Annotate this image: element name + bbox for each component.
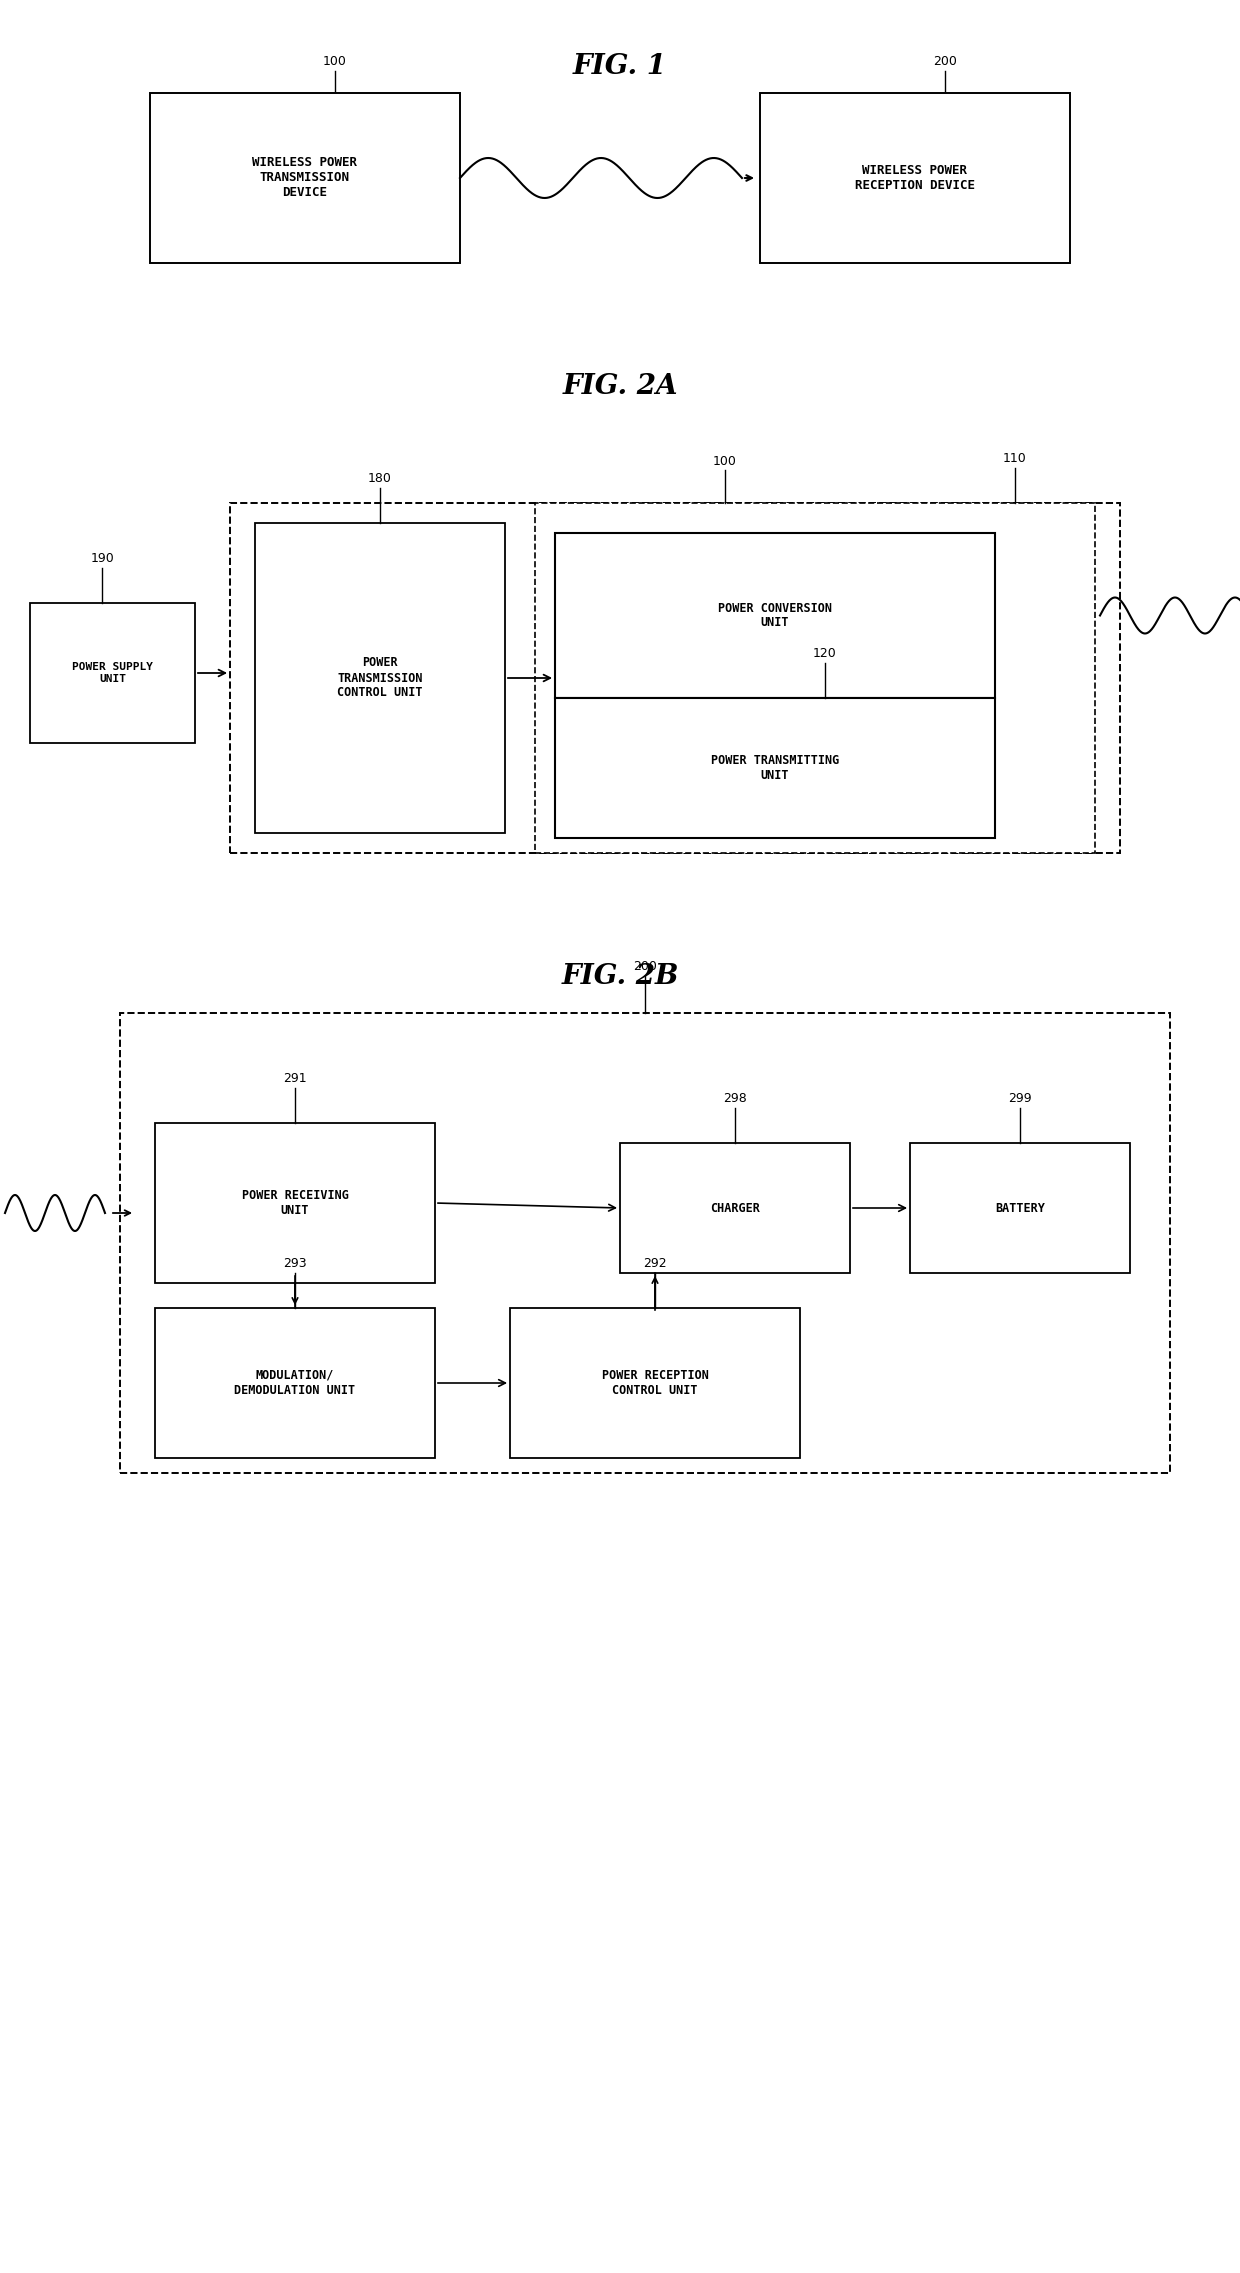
Text: FIG. 1: FIG. 1 xyxy=(573,52,667,80)
Text: WIRELESS POWER
RECEPTION DEVICE: WIRELESS POWER RECEPTION DEVICE xyxy=(856,164,975,191)
Text: POWER TRANSMITTING
UNIT: POWER TRANSMITTING UNIT xyxy=(711,755,839,782)
Text: 292: 292 xyxy=(644,1257,667,1271)
Text: POWER
TRANSMISSION
CONTROL UNIT: POWER TRANSMISSION CONTROL UNIT xyxy=(337,657,423,700)
Bar xyxy=(910,1143,1130,1273)
Text: 200: 200 xyxy=(932,55,957,68)
Text: WIRELESS POWER
TRANSMISSION
DEVICE: WIRELESS POWER TRANSMISSION DEVICE xyxy=(253,157,357,200)
Bar xyxy=(556,532,994,698)
Text: 180: 180 xyxy=(368,473,392,484)
Text: 298: 298 xyxy=(723,1091,746,1105)
Text: 293: 293 xyxy=(283,1257,306,1271)
Bar xyxy=(155,1307,435,1457)
Text: 190: 190 xyxy=(91,552,114,566)
Text: 120: 120 xyxy=(813,648,837,659)
Bar xyxy=(620,1143,849,1273)
Text: MODULATION/
DEMODULATION UNIT: MODULATION/ DEMODULATION UNIT xyxy=(234,1368,356,1398)
Text: CHARGER: CHARGER xyxy=(711,1202,760,1214)
Bar xyxy=(229,502,1120,852)
Text: 100: 100 xyxy=(713,455,737,468)
Bar xyxy=(760,93,1070,264)
Text: 299: 299 xyxy=(1008,1091,1032,1105)
Text: FIG. 2A: FIG. 2A xyxy=(562,373,678,400)
Text: FIG. 2B: FIG. 2B xyxy=(562,964,678,991)
Bar xyxy=(510,1307,800,1457)
Bar xyxy=(534,502,1095,852)
Text: BATTERY: BATTERY xyxy=(994,1202,1045,1214)
Bar xyxy=(556,698,994,839)
Text: POWER CONVERSION
UNIT: POWER CONVERSION UNIT xyxy=(718,602,832,630)
Text: POWER RECEPTION
CONTROL UNIT: POWER RECEPTION CONTROL UNIT xyxy=(601,1368,708,1398)
Bar xyxy=(150,93,460,264)
Text: 110: 110 xyxy=(1003,452,1027,466)
Text: 291: 291 xyxy=(283,1073,306,1084)
Bar xyxy=(155,1123,435,1282)
Text: 200: 200 xyxy=(634,959,657,973)
Text: POWER RECEIVING
UNIT: POWER RECEIVING UNIT xyxy=(242,1189,348,1216)
Text: 100: 100 xyxy=(324,55,347,68)
Text: POWER SUPPLY
UNIT: POWER SUPPLY UNIT xyxy=(72,661,153,684)
Bar xyxy=(255,523,505,832)
Bar xyxy=(30,602,195,743)
Bar xyxy=(120,1014,1171,1473)
